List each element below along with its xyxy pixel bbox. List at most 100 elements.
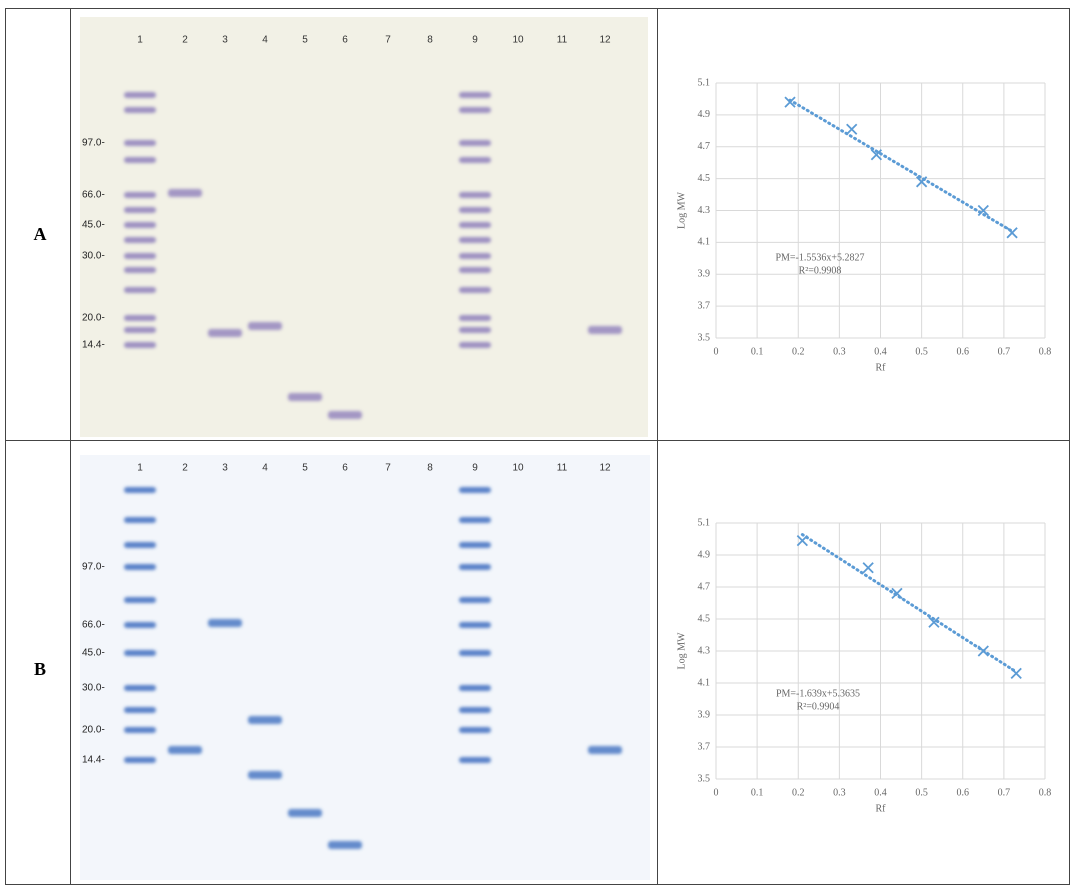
band — [459, 222, 491, 228]
band — [124, 237, 156, 243]
lane-number: 8 — [427, 35, 433, 46]
r-squared: R²=0.9908 — [799, 265, 842, 276]
x-tick-label: 0.4 — [874, 787, 887, 798]
band — [459, 287, 491, 293]
band — [124, 207, 156, 213]
marker-label: 45.0- — [82, 220, 105, 231]
band — [124, 622, 156, 628]
band — [124, 517, 156, 523]
y-tick-label: 3.5 — [698, 773, 711, 784]
band — [459, 707, 491, 713]
band — [459, 157, 491, 163]
band — [124, 542, 156, 548]
y-tick-label: 4.3 — [698, 205, 711, 216]
lane-number: 2 — [182, 35, 188, 46]
x-tick-label: 0.1 — [751, 787, 764, 798]
marker-label: 45.0- — [82, 648, 105, 659]
marker-label: 97.0- — [82, 138, 105, 149]
band — [459, 140, 491, 146]
y-tick-label: 4.3 — [698, 645, 711, 656]
gel-bands — [124, 487, 622, 849]
row-label: A — [34, 224, 47, 244]
band — [459, 237, 491, 243]
lane-number: 1 — [137, 35, 143, 46]
y-tick-label: 3.7 — [698, 741, 711, 752]
lane-number: 11 — [557, 35, 568, 46]
x-tick-label: 0 — [714, 787, 719, 798]
band — [459, 267, 491, 273]
marker-label: 66.0- — [82, 190, 105, 201]
band — [124, 650, 156, 656]
band — [328, 411, 362, 419]
lane-number: 6 — [342, 35, 348, 46]
band — [459, 517, 491, 523]
equation: PM=-1.5536x+5.2827 — [775, 252, 864, 263]
marker-label: 30.0- — [82, 251, 105, 262]
band — [124, 727, 156, 733]
data-point — [796, 534, 808, 547]
y-tick-label: 3.5 — [698, 332, 711, 343]
y-tick-label: 4.5 — [698, 613, 711, 624]
y-tick-label: 5.1 — [698, 77, 711, 88]
band — [124, 92, 156, 98]
data-point — [846, 123, 858, 135]
band — [459, 622, 491, 628]
gel-b — [80, 455, 650, 880]
y-tick-label: 4.7 — [698, 581, 711, 592]
band — [588, 326, 622, 334]
band — [459, 92, 491, 98]
y-tick-label: 4.5 — [698, 173, 711, 184]
lane-number: 6 — [342, 463, 348, 474]
band — [459, 685, 491, 691]
band — [459, 253, 491, 259]
x-tick-label: 0.8 — [1039, 346, 1052, 357]
band — [124, 327, 156, 333]
data-point — [1010, 667, 1022, 680]
y-axis-label: Log MW — [676, 632, 687, 670]
band — [124, 487, 156, 493]
band — [459, 597, 491, 603]
trendline — [788, 98, 1014, 233]
band — [124, 757, 156, 763]
y-tick-label: 4.9 — [698, 549, 711, 560]
lane-number: 7 — [385, 463, 391, 474]
lane-number: 2 — [182, 463, 188, 474]
x-tick-label: 0.1 — [751, 346, 764, 357]
marker-label: 30.0- — [82, 683, 105, 694]
marker-label: 66.0- — [82, 620, 105, 631]
band — [124, 192, 156, 198]
data-point — [870, 149, 883, 161]
y-tick-label: 5.1 — [698, 517, 711, 528]
x-axis-label: Rf — [876, 362, 887, 373]
x-tick-label: 0.7 — [998, 787, 1011, 798]
band — [124, 685, 156, 691]
data-point — [977, 645, 989, 657]
gel-a — [80, 17, 648, 437]
y-tick-label: 4.7 — [698, 141, 711, 152]
band — [124, 253, 156, 259]
x-tick-label: 0.4 — [874, 346, 887, 357]
band — [588, 746, 622, 754]
x-tick-label: 0.2 — [792, 346, 805, 357]
band — [459, 342, 491, 348]
lane-number: 5 — [302, 463, 308, 474]
band — [459, 192, 491, 198]
x-tick-label: 0.5 — [915, 787, 928, 798]
marker-label: 20.0- — [82, 313, 105, 324]
lane-number: 10 — [512, 463, 524, 474]
lane-number: 10 — [512, 35, 524, 46]
x-tick-label: 0.3 — [833, 787, 846, 798]
y-tick-label: 4.1 — [698, 237, 711, 248]
y-axis-label: Log MW — [676, 191, 687, 229]
marker-label: 14.4- — [82, 340, 105, 351]
data-point — [891, 587, 903, 600]
data-point — [784, 96, 796, 108]
marker-label: 20.0- — [82, 725, 105, 736]
band — [124, 107, 156, 113]
band — [168, 189, 202, 197]
x-tick-label: 0.6 — [957, 787, 970, 798]
y-tick-label: 3.9 — [698, 709, 711, 720]
x-axis-label: Rf — [876, 803, 887, 814]
band — [248, 322, 282, 330]
